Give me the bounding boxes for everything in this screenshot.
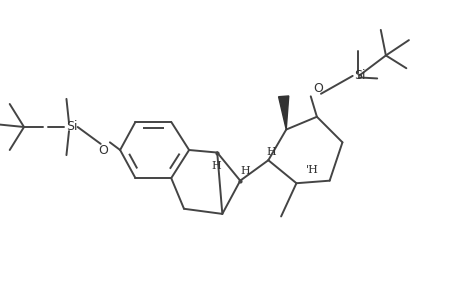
Polygon shape [278, 96, 288, 130]
Text: 'H: 'H [305, 165, 318, 176]
Text: H: H [266, 147, 275, 157]
Text: Si: Si [66, 121, 77, 134]
Text: H: H [240, 167, 249, 176]
Text: H: H [211, 161, 220, 171]
Text: Si: Si [353, 69, 364, 82]
Text: O: O [98, 144, 108, 157]
Text: O: O [313, 82, 323, 95]
